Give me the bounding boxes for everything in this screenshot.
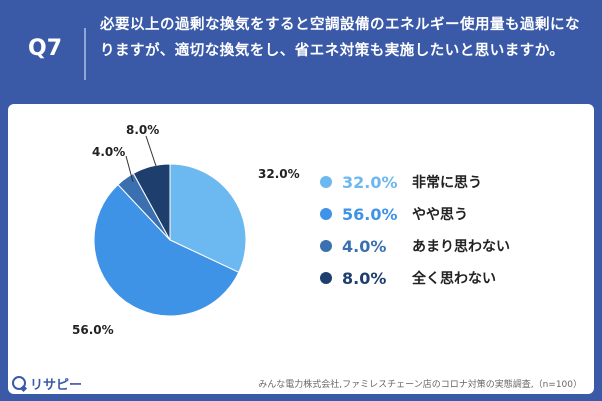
leader-line-3 — [125, 155, 134, 183]
legend-item: 8.0% 全く思わない — [320, 262, 510, 294]
legend-label: 全く思わない — [412, 271, 496, 287]
header-band: Q7 必要以上の過剰な換気をすると空調設備のエネルギー使用量も過剰になりますが、… — [0, 0, 602, 105]
legend-item: 32.0% 非常に思う — [320, 166, 510, 198]
header-divider — [84, 28, 86, 80]
data-label-1: 32.0% — [258, 167, 300, 181]
speech-bubble-icon — [12, 376, 26, 390]
leader-line-4 — [145, 135, 157, 167]
data-label-4: 8.0% — [126, 123, 159, 137]
legend-item: 56.0% やや思う — [320, 198, 510, 230]
pie-slice-4 — [132, 163, 171, 241]
legend-swatch — [320, 240, 332, 252]
chart-card: 32.0% 56.0% 4.0% 8.0% 32.0% 非常に思う 56.0% やや思う 4.… — [8, 104, 594, 394]
legend-value: 4.0% — [342, 236, 387, 256]
legend-swatch — [320, 176, 332, 188]
bottom-bar — [0, 394, 602, 401]
data-label-2: 56.0% — [72, 323, 114, 337]
legend-label: あまり思わない — [412, 239, 510, 255]
source-note: みんな電力株式会社,ファミレスチェーン店のコロナ対策の実態調査,（n=100） — [258, 380, 582, 390]
legend-value: 8.0% — [342, 268, 387, 288]
question-text: 必要以上の過剰な換気をすると空調設備のエネルギー使用量も過剰になりますが、適切な… — [100, 17, 580, 59]
legend-value: 56.0% — [342, 204, 398, 224]
pie-slice-1 — [169, 163, 247, 274]
legend: 32.0% 非常に思う 56.0% やや思う 4.0% あまり思わない 8.0% 全く思わない — [320, 166, 510, 294]
legend-item: 4.0% あまり思わない — [320, 230, 510, 262]
logo: リサピー — [12, 372, 82, 394]
legend-label: 非常に思う — [412, 175, 482, 191]
legend-label: やや思う — [412, 207, 468, 223]
question-number: Q7 — [28, 36, 63, 61]
legend-swatch — [320, 208, 332, 220]
legend-value: 32.0% — [342, 172, 398, 192]
pie-chart: 32.0% 56.0% 4.0%8.0% — [72, 123, 300, 337]
pie-slice-2 — [93, 183, 240, 317]
data-label-3: 4.0% — [92, 145, 125, 159]
logo-text: リサピー — [30, 377, 83, 393]
legend-swatch — [320, 272, 332, 284]
